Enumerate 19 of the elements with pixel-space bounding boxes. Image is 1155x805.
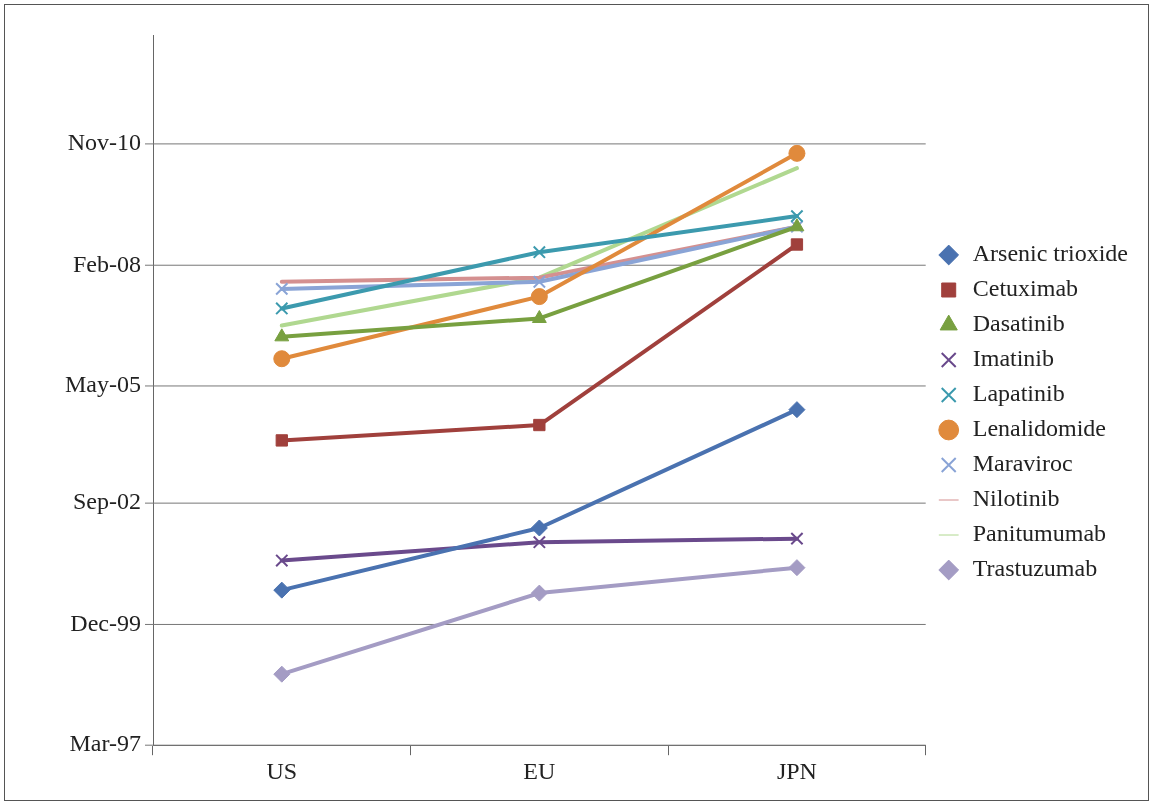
ref-line-label: Mar-97: [69, 730, 141, 757]
ref-line-label: Nov-10: [67, 129, 141, 156]
x-tick-label: EU: [523, 757, 556, 784]
legend-label: Trastuzumab: [972, 555, 1098, 582]
legend-label: Cetuximab: [972, 275, 1079, 302]
legend-label: Panitumumab: [972, 520, 1107, 547]
x-tick-label: US: [266, 757, 298, 784]
legend-label: Dasatinib: [972, 310, 1065, 337]
ref-line-label: Dec-99: [70, 609, 141, 636]
legend-label: Imatinib: [972, 345, 1055, 372]
ref-line-label: Feb-08: [73, 250, 141, 277]
ref-line-label: Sep-02: [73, 488, 141, 515]
legend-label: Lenalidomide: [972, 415, 1107, 442]
legend-label: Maraviroc: [972, 450, 1073, 477]
ref-line-label: May-05: [65, 371, 141, 398]
x-tick-label: JPN: [776, 757, 817, 784]
legend-label: Arsenic trioxide: [972, 240, 1129, 267]
legend-label: Nilotinib: [972, 485, 1060, 512]
legend-label: Lapatinib: [972, 380, 1065, 407]
